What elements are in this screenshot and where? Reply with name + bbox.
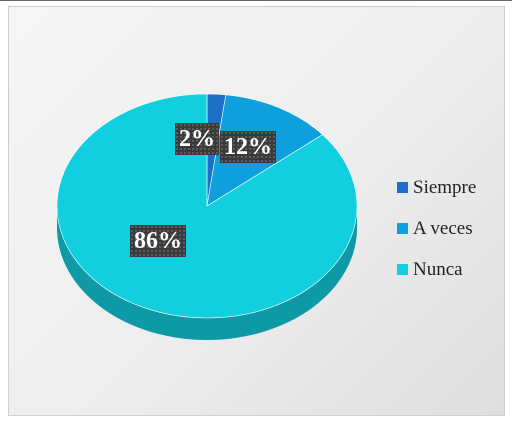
legend-label-siempre: Siempre [413, 176, 477, 198]
legend-item-nunca: Nunca [397, 249, 476, 290]
chart-area: Siempre A veces Nunca 2% 12% 86% [8, 6, 505, 416]
legend: Siempre A veces Nunca [397, 167, 476, 290]
pie-slice-nunca [56, 93, 358, 319]
legend-item-siempre: Siempre [397, 167, 476, 208]
top-rule [0, 0, 512, 1]
legend-swatch-nunca [397, 264, 408, 275]
legend-swatch-a-veces [397, 223, 408, 234]
data-label-siempre: 2% [175, 123, 219, 155]
data-label-nunca: 86% [130, 225, 186, 257]
legend-label-a-veces: A veces [413, 217, 473, 239]
legend-swatch-siempre [397, 182, 408, 193]
pie-side-2 [57, 206, 357, 340]
legend-item-a-veces: A veces [397, 208, 476, 249]
data-label-a-veces: 12% [220, 131, 276, 163]
legend-label-nunca: Nunca [413, 258, 463, 280]
